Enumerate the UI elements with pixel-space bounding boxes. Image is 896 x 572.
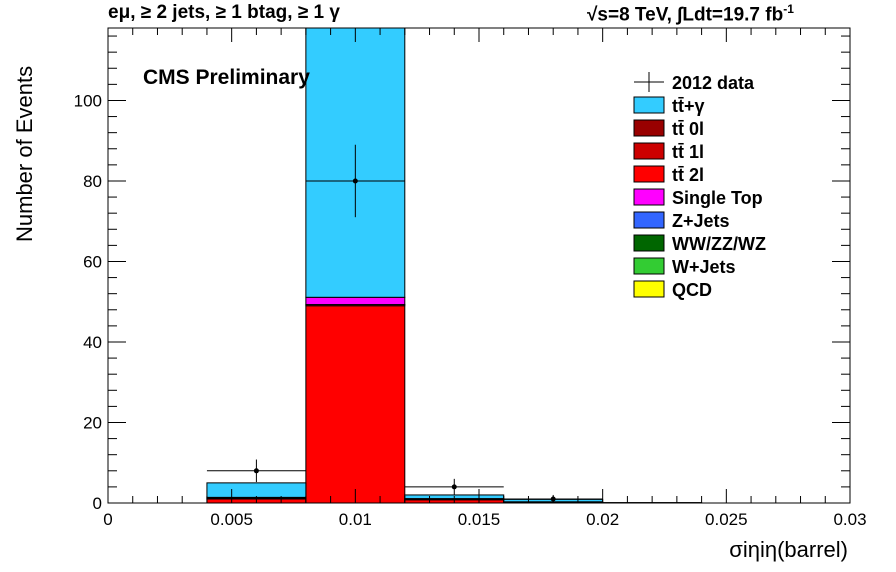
legend-swatch-3: [633, 142, 665, 160]
legend-label-5: Single Top: [672, 188, 763, 208]
legend-swatch-9: [633, 280, 665, 298]
legend-label-7: WW/ZZ/WZ: [672, 234, 766, 254]
y-tick-label-1: 20: [83, 413, 102, 432]
y-tick-label-2: 40: [83, 333, 102, 352]
header-left: eμ, ≥ 2 jets, ≥ 1 btag, ≥ 1 γ: [108, 2, 340, 23]
legend-swatch-1: [633, 96, 665, 114]
header-right-sup: -1: [783, 2, 794, 16]
y-axis-label: Number of Events: [12, 65, 37, 242]
x-tick-label-6: 0.03: [833, 510, 866, 529]
legend-swatch-8: [633, 257, 665, 275]
legend-label-9: QCD: [672, 280, 712, 300]
plot-border: [107, 27, 851, 504]
y-tick-label-5: 100: [74, 91, 102, 110]
legend-label-6: Z+Jets: [672, 211, 730, 231]
y-tick-label-0: 0: [93, 494, 102, 513]
legend-label-8: W+Jets: [672, 257, 736, 277]
legend-label-1: tt̄+γ: [672, 96, 705, 116]
data-points: [206, 144, 603, 503]
legend-label-2: tt̄ 0l: [672, 119, 704, 139]
legend: 2012 data tt̄+γ tt̄ 0l tt̄ 1l tt̄ 2l Single T…: [633, 72, 766, 300]
stacked-bars: [206, 27, 703, 504]
bar-2-2: [305, 296, 406, 306]
plot-frame: [107, 27, 851, 504]
data-point-3: [550, 496, 556, 502]
data-point-0: [253, 468, 259, 474]
x-tick-label-5: 0.025: [705, 510, 748, 529]
x-tick-label-3: 0.015: [458, 510, 501, 529]
legend-swatch-5: [633, 188, 665, 206]
y-axis-label-wrap: Number of Events: [12, 66, 38, 242]
data-point-1: [352, 178, 358, 184]
x-axis-label: σiηiη(barrel): [729, 537, 848, 562]
bar-0-2: [305, 305, 406, 504]
legend-swatch-2: [633, 119, 665, 137]
bar-3-1: [206, 482, 307, 498]
y-tick-label-4: 80: [83, 172, 102, 191]
axis-ticks: 0 0.005 0.01 0.015 0.02 0.025 0.03 0 20 40 60 80 100: [74, 28, 867, 529]
legend-swatch-6: [633, 211, 665, 229]
x-tick-label-4: 0.02: [586, 510, 619, 529]
x-tick-label-0: 0: [103, 510, 112, 529]
legend-swatch-4: [633, 165, 665, 183]
chart-annotation: CMS Preliminary: [143, 66, 310, 89]
x-tick-label-1: 0.005: [210, 510, 253, 529]
header-right-text: √s=8 TeV, ∫Ldt=19.7 fb: [587, 4, 784, 26]
y-tick-label-3: 60: [83, 252, 102, 271]
data-point-2: [451, 484, 457, 490]
legend-label-4: tt̄ 2l: [672, 165, 704, 185]
legend-label-0: 2012 data: [672, 73, 755, 93]
legend-swatch-7: [633, 234, 665, 252]
legend-label-3: tt̄ 1l: [672, 142, 704, 162]
x-tick-label-2: 0.01: [339, 510, 372, 529]
header-right: √s=8 TeV, ∫Ldt=19.7 fb-1: [587, 2, 794, 26]
